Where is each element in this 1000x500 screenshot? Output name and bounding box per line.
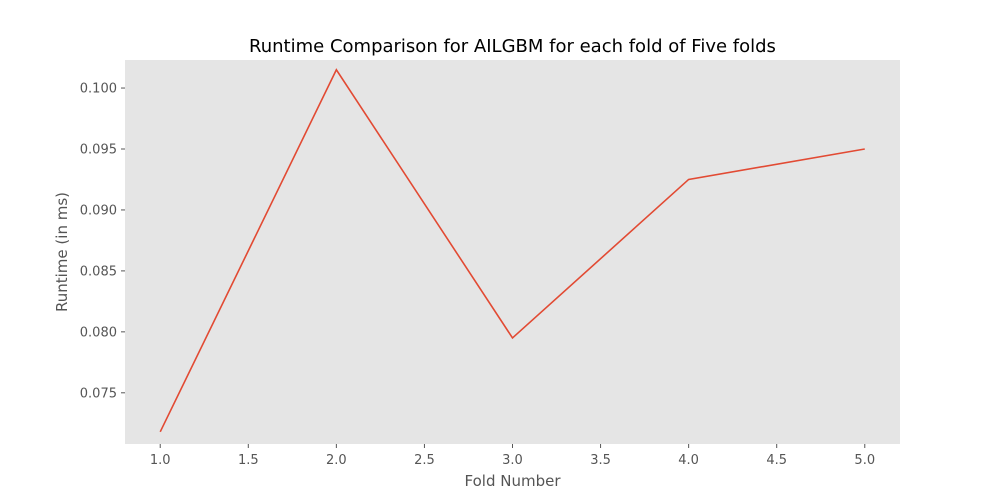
x-tick-label: 5.0 [854, 453, 875, 468]
y-tick-label: 0.095 [80, 142, 117, 157]
x-tick-label: 2.0 [326, 453, 347, 468]
x-tick-label: 4.5 [766, 453, 787, 468]
x-axis: 1.0 1.5 2.0 2.5 3.0 3.5 4.0 4.5 5.0 [150, 444, 875, 468]
x-axis-label: Fold Number [465, 472, 562, 490]
x-tick-label: 4.0 [678, 453, 699, 468]
x-tick-label: 2.5 [414, 453, 435, 468]
chart-title: Runtime Comparison for AILGBM for each f… [249, 36, 776, 57]
y-axis-label: Runtime (in ms) [53, 192, 71, 312]
y-tick-label: 0.085 [80, 264, 117, 279]
x-tick-label: 3.5 [590, 453, 611, 468]
series-layer [159, 68, 865, 433]
y-tick-label: 0.080 [80, 325, 117, 340]
y-tick-label: 0.075 [80, 386, 117, 401]
x-tick-label: 1.0 [150, 453, 171, 468]
y-tick-label: 0.090 [80, 203, 117, 218]
x-tick-label: 1.5 [238, 453, 259, 468]
plot-area [125, 60, 900, 444]
series-line [159, 68, 865, 433]
y-axis: 0.075 0.080 0.085 0.090 0.095 0.100 [80, 82, 125, 401]
y-tick-label: 0.100 [80, 82, 117, 97]
x-tick-label: 3.0 [502, 453, 523, 468]
